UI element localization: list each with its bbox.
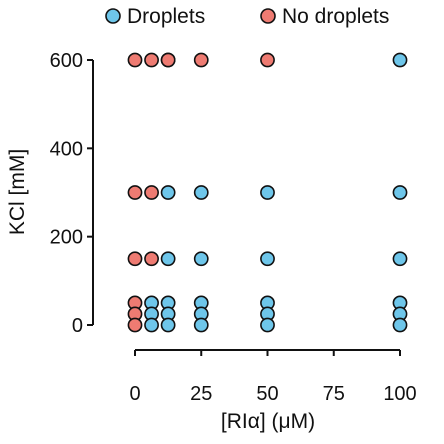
y-tick-label: 600 (50, 50, 83, 72)
data-point-droplets (144, 317, 159, 333)
legend: Droplets No droplets (105, 5, 389, 28)
data-point-no-droplets (127, 185, 143, 200)
legend-marker-no-droplets (260, 8, 276, 24)
data-point-no-droplets (260, 52, 275, 68)
y-axis-ticks: 0 200 400 600 (50, 50, 93, 337)
x-axis-title: [RIα] (μM) (221, 410, 315, 433)
data-point-droplets (260, 317, 275, 333)
data-points (127, 52, 408, 333)
data-point-droplets (193, 185, 209, 200)
x-tick-label: 75 (323, 383, 345, 405)
legend-label-no-droplets: No droplets (282, 5, 389, 28)
y-tick-label: 400 (50, 138, 83, 160)
x-tick-label: 25 (190, 383, 212, 405)
data-point-droplets (392, 185, 408, 200)
data-point-no-droplets (160, 52, 176, 68)
data-point-droplets (193, 317, 209, 333)
data-point-droplets (160, 251, 176, 267)
y-tick-label: 0 (72, 315, 83, 337)
data-point-droplets (160, 185, 176, 200)
data-point-droplets (392, 251, 408, 267)
x-tick-label: 50 (256, 383, 278, 405)
data-point-droplets (392, 317, 408, 333)
x-axis-ticks: 0 25 50 75 100 (129, 350, 417, 405)
y-axis-title: KCl [mM] (6, 149, 29, 235)
legend-marker-droplets (105, 8, 121, 24)
y-tick-label: 200 (50, 227, 83, 249)
data-point-no-droplets (127, 52, 143, 68)
data-point-no-droplets (127, 317, 143, 333)
data-point-droplets (193, 251, 209, 267)
data-point-no-droplets (144, 185, 159, 200)
data-point-droplets (260, 185, 275, 200)
data-point-no-droplets (144, 251, 159, 267)
legend-label-droplets: Droplets (127, 5, 205, 28)
data-point-droplets (392, 52, 408, 68)
x-tick-label: 0 (129, 383, 140, 405)
data-point-no-droplets (144, 52, 159, 68)
x-tick-label: 100 (383, 383, 416, 405)
data-point-droplets (160, 317, 176, 333)
data-point-no-droplets (127, 251, 143, 267)
data-point-no-droplets (193, 52, 209, 68)
data-point-droplets (260, 251, 275, 267)
